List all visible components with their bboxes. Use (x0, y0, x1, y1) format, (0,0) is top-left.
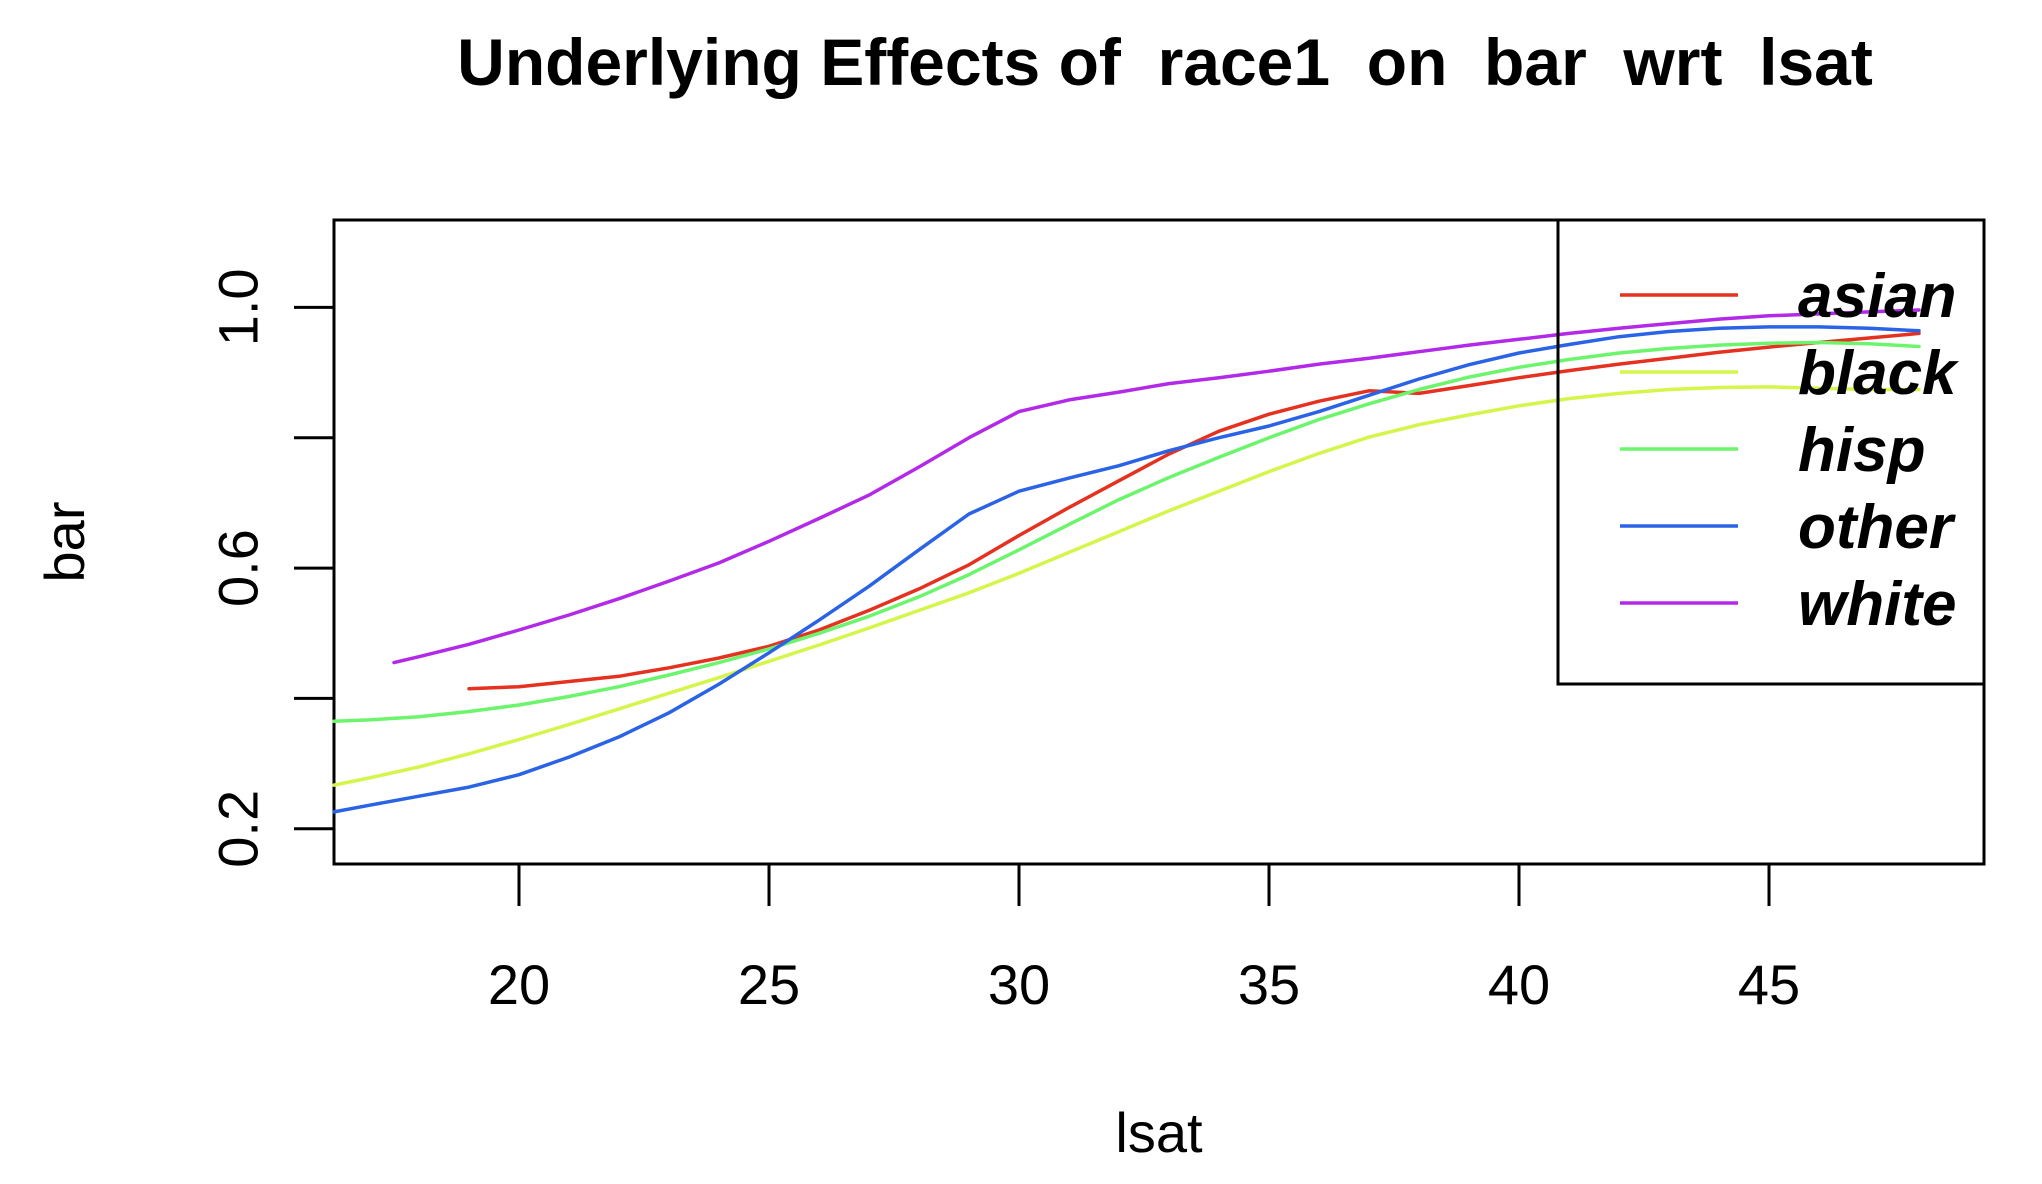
legend-label-hisp: hisp (1798, 416, 1925, 485)
y-axis: 0.2 0.6 1.0 (207, 268, 336, 868)
legend-label-white: white (1798, 570, 1956, 639)
y-tick-label-1: 1.0 (207, 268, 270, 346)
legend: asian black hisp other white (1556, 218, 1986, 686)
series-line-white (392, 308, 1921, 665)
legend-box (1556, 218, 1986, 686)
series-group (332, 308, 1921, 814)
series-line-hisp (332, 340, 1921, 724)
x-tick-label-40: 40 (1488, 953, 1550, 1016)
x-axis-label: lsat (1115, 1101, 1203, 1164)
x-tick-label-35: 35 (1238, 953, 1300, 1016)
x-tick-label-20: 20 (488, 953, 550, 1016)
chart-title: Underlying Effects of race1 on bar wrt l… (457, 25, 1873, 99)
x-tick-label-30: 30 (988, 953, 1050, 1016)
legend-label-black: black (1798, 339, 1960, 408)
x-tick-label-25: 25 (738, 953, 800, 1016)
series-line-black (332, 385, 1921, 787)
y-tick-label-0-2: 0.2 (207, 790, 270, 868)
x-tick-label-45: 45 (1738, 953, 1800, 1016)
y-axis-label: bar (33, 502, 96, 583)
series-line-other (332, 325, 1921, 814)
legend-label-other: other (1798, 493, 1956, 562)
y-tick-label-0-6: 0.6 (207, 529, 270, 607)
legend-label-asian: asian (1798, 262, 1957, 331)
x-axis: 20 25 30 35 40 45 (488, 862, 1800, 1016)
